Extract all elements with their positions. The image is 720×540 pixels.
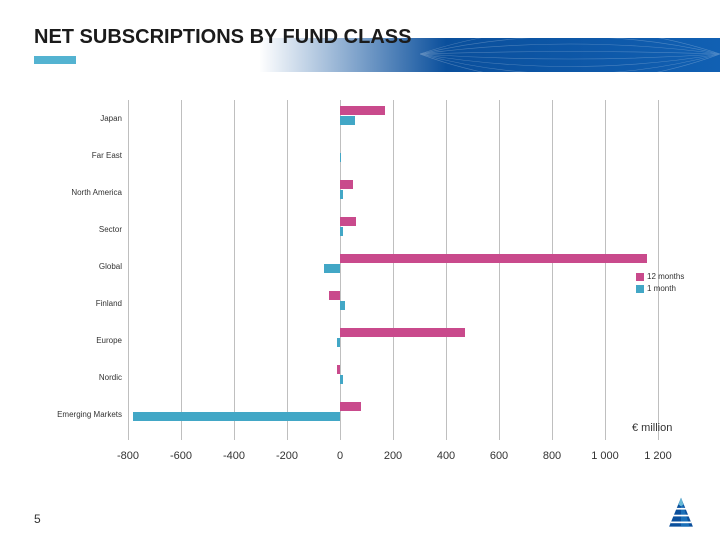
gridline [552, 100, 553, 440]
legend-swatch-1month [636, 285, 644, 293]
bar-12-months [340, 402, 361, 411]
category-label: Far East [34, 151, 122, 160]
gridline [393, 100, 394, 440]
category-label: Europe [34, 336, 122, 345]
bar-1-month [340, 153, 341, 162]
legend-swatch-12months [636, 273, 644, 281]
x-tick-label: 1 000 [591, 450, 619, 462]
x-tick-label: 200 [384, 450, 402, 462]
legend-item-12months: 12 months [636, 272, 684, 281]
bar-1-month [340, 301, 345, 310]
gridline [128, 100, 129, 440]
x-tick-label: -200 [276, 450, 298, 462]
bar-1-month [340, 116, 355, 125]
page-number: 5 [34, 512, 41, 526]
bar-1-month [340, 227, 343, 236]
bar-1-month [324, 264, 340, 273]
bar-12-months [340, 254, 647, 263]
brand-logo [664, 496, 698, 530]
chart: -800 -600 -400 -200 0 200 400 600 800 1 000 1 200 J… [34, 100, 694, 470]
bar-12-months [340, 180, 353, 189]
chart-plot [128, 100, 658, 440]
unit-label: € million [632, 422, 672, 434]
gridline [658, 100, 659, 440]
bar-12-months [337, 365, 340, 374]
page-title: NET SUBSCRIPTIONS BY FUND CLASS [34, 26, 411, 49]
gridline [605, 100, 606, 440]
bar-1-month [340, 375, 343, 384]
legend-label-1month: 1 month [647, 284, 676, 293]
x-tick-label: -800 [117, 450, 139, 462]
x-tick-label: -600 [170, 450, 192, 462]
legend-label-12months: 12 months [647, 272, 684, 281]
category-label: Global [34, 262, 122, 271]
x-tick-label: 1 200 [644, 450, 672, 462]
bar-12-months [340, 328, 465, 337]
legend-item-1month: 1 month [636, 284, 684, 293]
category-label: Nordic [34, 373, 122, 382]
gridline [234, 100, 235, 440]
gridline [499, 100, 500, 440]
category-label: North America [34, 188, 122, 197]
bar-12-months [340, 217, 356, 226]
category-label: Emerging Markets [34, 410, 122, 419]
x-tick-label: 0 [337, 450, 343, 462]
gridline [287, 100, 288, 440]
x-tick-label: 400 [437, 450, 455, 462]
x-tick-label: -400 [223, 450, 245, 462]
x-tick-label: 600 [490, 450, 508, 462]
bar-12-months [340, 106, 385, 115]
category-label: Sector [34, 225, 122, 234]
title-underline [34, 56, 76, 64]
chart-legend: 12 months 1 month [636, 272, 684, 296]
bar-12-months [329, 291, 340, 300]
bar-1-month [133, 412, 340, 421]
category-label: Japan [34, 114, 122, 123]
bar-1-month [340, 190, 343, 199]
gridline [340, 100, 341, 440]
category-label: Finland [34, 299, 122, 308]
gridline [446, 100, 447, 440]
x-tick-label: 800 [543, 450, 561, 462]
bar-1-month [337, 338, 340, 347]
banner-pattern [420, 24, 720, 84]
gridline [181, 100, 182, 440]
